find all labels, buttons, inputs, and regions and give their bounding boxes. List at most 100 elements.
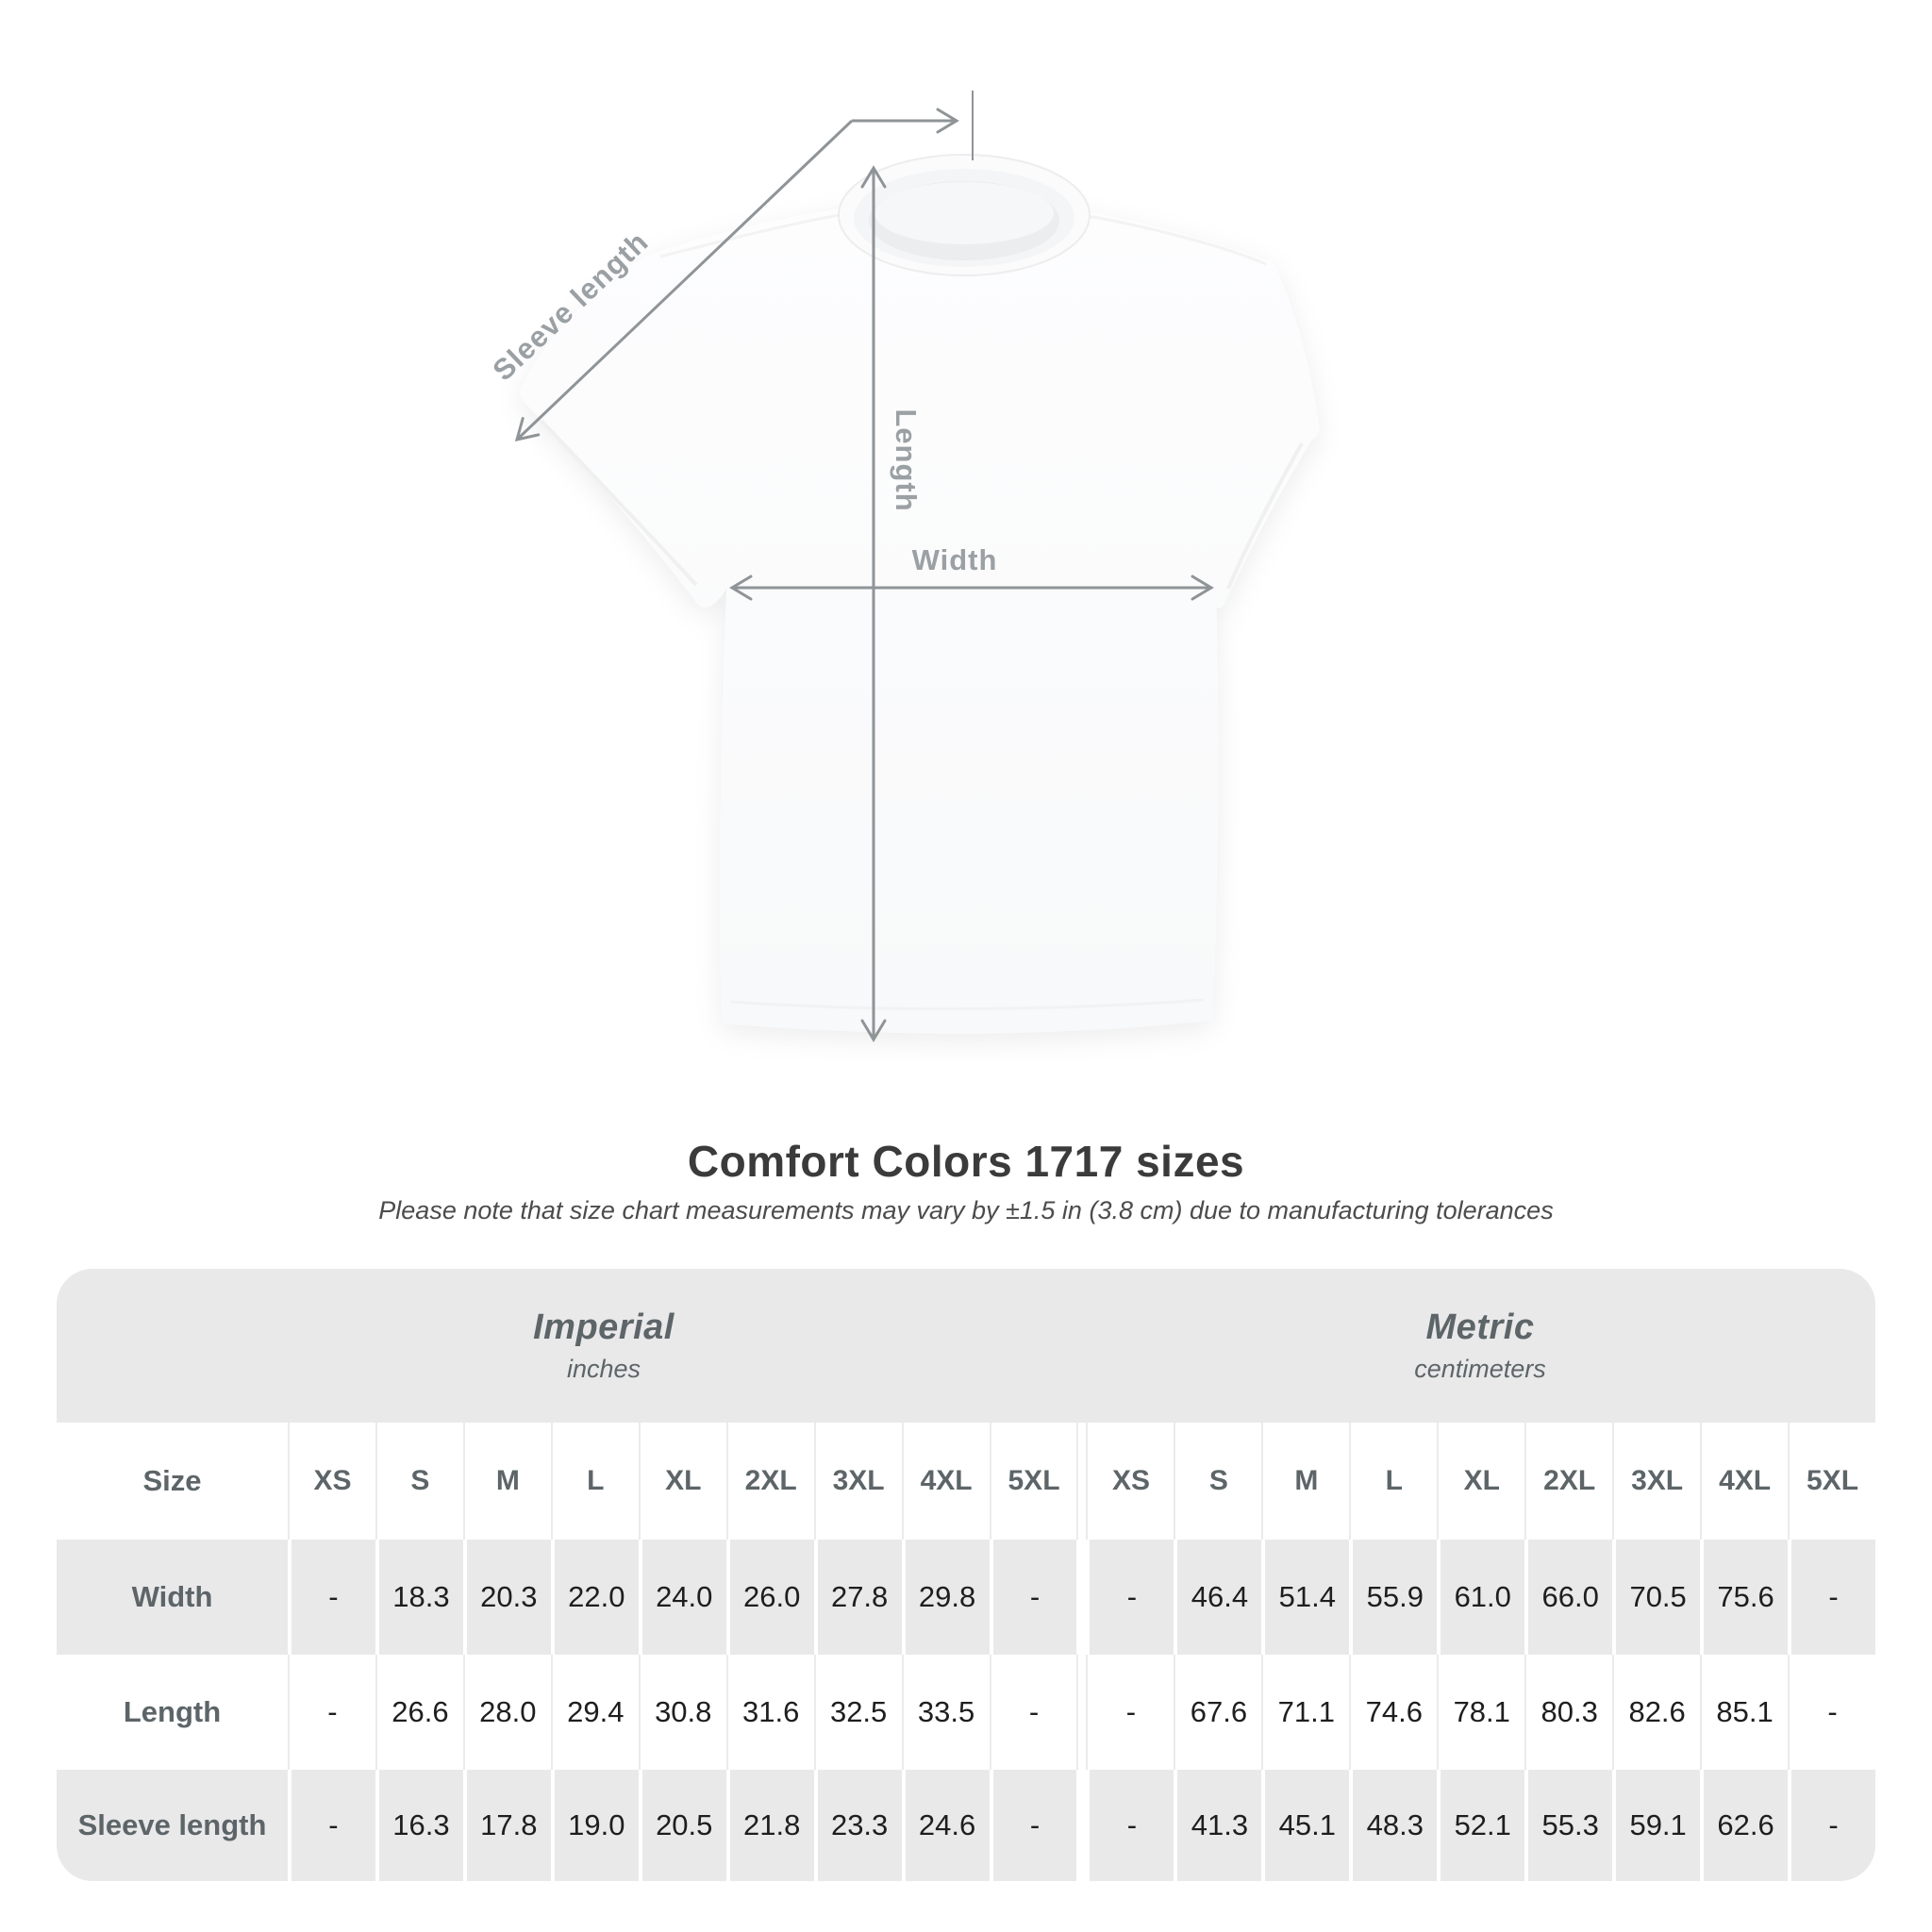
value-cell: 29.8 bbox=[901, 1540, 990, 1655]
size-col-header: M bbox=[462, 1423, 551, 1540]
value-cell: - bbox=[1086, 1540, 1174, 1655]
value-cell: - bbox=[1086, 1770, 1174, 1881]
tolerance-note: Please note that size chart measurements… bbox=[378, 1196, 1554, 1224]
size-col-header: 5XL bbox=[989, 1423, 1077, 1540]
value-cell: 33.5 bbox=[901, 1655, 990, 1770]
row-label-length: Length bbox=[123, 1695, 222, 1728]
size-col-header: M bbox=[1261, 1423, 1349, 1540]
unit-divider bbox=[1076, 1423, 1087, 1540]
value-cell: - bbox=[989, 1770, 1077, 1881]
size-col-header: XL bbox=[1437, 1423, 1524, 1540]
tshirt-seams bbox=[540, 211, 1304, 1011]
size-col-header: 2XL bbox=[1524, 1423, 1612, 1540]
sleeve-length-arrow bbox=[514, 119, 854, 442]
value-cell: 55.3 bbox=[1524, 1770, 1612, 1881]
value-cell: 51.4 bbox=[1261, 1540, 1349, 1655]
unit-section-imperial: Imperial inches bbox=[57, 1269, 1085, 1423]
size-col-header: L bbox=[550, 1423, 639, 1540]
size-col-header: 2XL bbox=[725, 1423, 814, 1540]
unit-header-band: Imperial inches Metric centimeters bbox=[57, 1269, 1875, 1423]
value-cell: - bbox=[288, 1540, 375, 1655]
value-cell: 61.0 bbox=[1437, 1540, 1524, 1655]
value-cell: 20.3 bbox=[462, 1540, 551, 1655]
value-cell: 41.3 bbox=[1174, 1770, 1261, 1881]
value-cell: - bbox=[1086, 1655, 1174, 1770]
value-cell: 23.3 bbox=[813, 1770, 902, 1881]
table-row-sleeve-length: Sleeve length - 16.3 17.8 19.0 20.5 21.8… bbox=[57, 1770, 1875, 1881]
value-cell: 78.1 bbox=[1437, 1655, 1524, 1770]
value-cell: 24.0 bbox=[638, 1540, 726, 1655]
size-header-label: Size bbox=[142, 1464, 202, 1497]
length-label: Length bbox=[890, 408, 923, 511]
size-header-row: Size XS S M L XL 2XL 3XL 4XL 5XL XS S M … bbox=[57, 1423, 1875, 1540]
value-cell: 31.6 bbox=[725, 1655, 814, 1770]
tshirt-collar bbox=[838, 154, 1091, 276]
value-cell: - bbox=[288, 1770, 375, 1881]
size-col-header: 4XL bbox=[1700, 1423, 1788, 1540]
width-label: Width bbox=[912, 543, 998, 576]
unit-divider bbox=[1076, 1770, 1087, 1881]
value-cell: 18.3 bbox=[375, 1540, 463, 1655]
value-cell: 26.6 bbox=[375, 1655, 463, 1770]
value-cell: 20.5 bbox=[638, 1770, 726, 1881]
value-cell: - bbox=[288, 1655, 375, 1770]
metric-label: Metric bbox=[1425, 1307, 1535, 1347]
size-col-header: 4XL bbox=[901, 1423, 990, 1540]
value-cell: 85.1 bbox=[1700, 1655, 1788, 1770]
value-cell: 67.6 bbox=[1174, 1655, 1261, 1770]
value-cell: 27.8 bbox=[813, 1540, 902, 1655]
size-col-header: XL bbox=[638, 1423, 726, 1540]
size-col-header: XS bbox=[288, 1423, 375, 1540]
value-cell: 32.5 bbox=[813, 1655, 902, 1770]
size-col-header: 3XL bbox=[813, 1423, 902, 1540]
unit-divider bbox=[1076, 1655, 1087, 1770]
size-col-header: 5XL bbox=[1788, 1423, 1875, 1540]
value-cell: 71.1 bbox=[1261, 1655, 1349, 1770]
imperial-unit: inches bbox=[566, 1355, 641, 1383]
tshirt-body bbox=[520, 198, 1320, 1034]
value-cell: 66.0 bbox=[1524, 1540, 1612, 1655]
metric-unit: centimeters bbox=[1414, 1355, 1546, 1383]
page-title: Comfort Colors 1717 sizes bbox=[687, 1137, 1245, 1186]
unit-section-metric: Metric centimeters bbox=[1085, 1269, 1875, 1423]
value-cell: 22.0 bbox=[550, 1540, 639, 1655]
value-cell: - bbox=[1788, 1540, 1875, 1655]
value-cell: 52.1 bbox=[1437, 1770, 1524, 1881]
value-cell: 46.4 bbox=[1174, 1540, 1261, 1655]
value-cell: 74.6 bbox=[1349, 1655, 1437, 1770]
value-cell: 24.6 bbox=[901, 1770, 990, 1881]
value-cell: 45.1 bbox=[1261, 1770, 1349, 1881]
value-cell: - bbox=[989, 1655, 1077, 1770]
unit-divider bbox=[1076, 1540, 1087, 1655]
value-cell: 29.4 bbox=[550, 1655, 639, 1770]
value-cell: 59.1 bbox=[1612, 1770, 1700, 1881]
value-cell: - bbox=[989, 1540, 1077, 1655]
size-col-header: XS bbox=[1086, 1423, 1174, 1540]
table-row-length: Length - 26.6 28.0 29.4 30.8 31.6 32.5 3… bbox=[57, 1655, 1875, 1770]
tshirt-illustration bbox=[520, 154, 1320, 1034]
value-cell: 55.9 bbox=[1349, 1540, 1437, 1655]
value-cell: 21.8 bbox=[725, 1770, 814, 1881]
size-col-header: 3XL bbox=[1612, 1423, 1700, 1540]
row-label-sleeve-length: Sleeve length bbox=[77, 1808, 267, 1841]
value-cell: 75.6 bbox=[1700, 1540, 1788, 1655]
value-cell: 82.6 bbox=[1612, 1655, 1700, 1770]
size-col-header: S bbox=[1174, 1423, 1261, 1540]
value-cell: 62.6 bbox=[1700, 1770, 1788, 1881]
table-row-width: Width - 18.3 20.3 22.0 24.0 26.0 27.8 29… bbox=[57, 1540, 1875, 1655]
value-cell: 16.3 bbox=[375, 1770, 463, 1881]
row-label-width: Width bbox=[131, 1580, 213, 1613]
size-table: Imperial inches Metric centimeters Size … bbox=[57, 1269, 1875, 1881]
value-cell: 48.3 bbox=[1349, 1770, 1437, 1881]
value-cell: 28.0 bbox=[462, 1655, 551, 1770]
tshirt-diagram: Sleeve length Length Width bbox=[487, 91, 1320, 1042]
imperial-label: Imperial bbox=[533, 1307, 675, 1347]
value-cell: - bbox=[1788, 1655, 1875, 1770]
value-cell: - bbox=[1788, 1770, 1875, 1881]
size-col-header: S bbox=[375, 1423, 463, 1540]
value-cell: 80.3 bbox=[1524, 1655, 1612, 1770]
value-cell: 17.8 bbox=[462, 1770, 551, 1881]
value-cell: 30.8 bbox=[638, 1655, 726, 1770]
value-cell: 19.0 bbox=[550, 1770, 639, 1881]
